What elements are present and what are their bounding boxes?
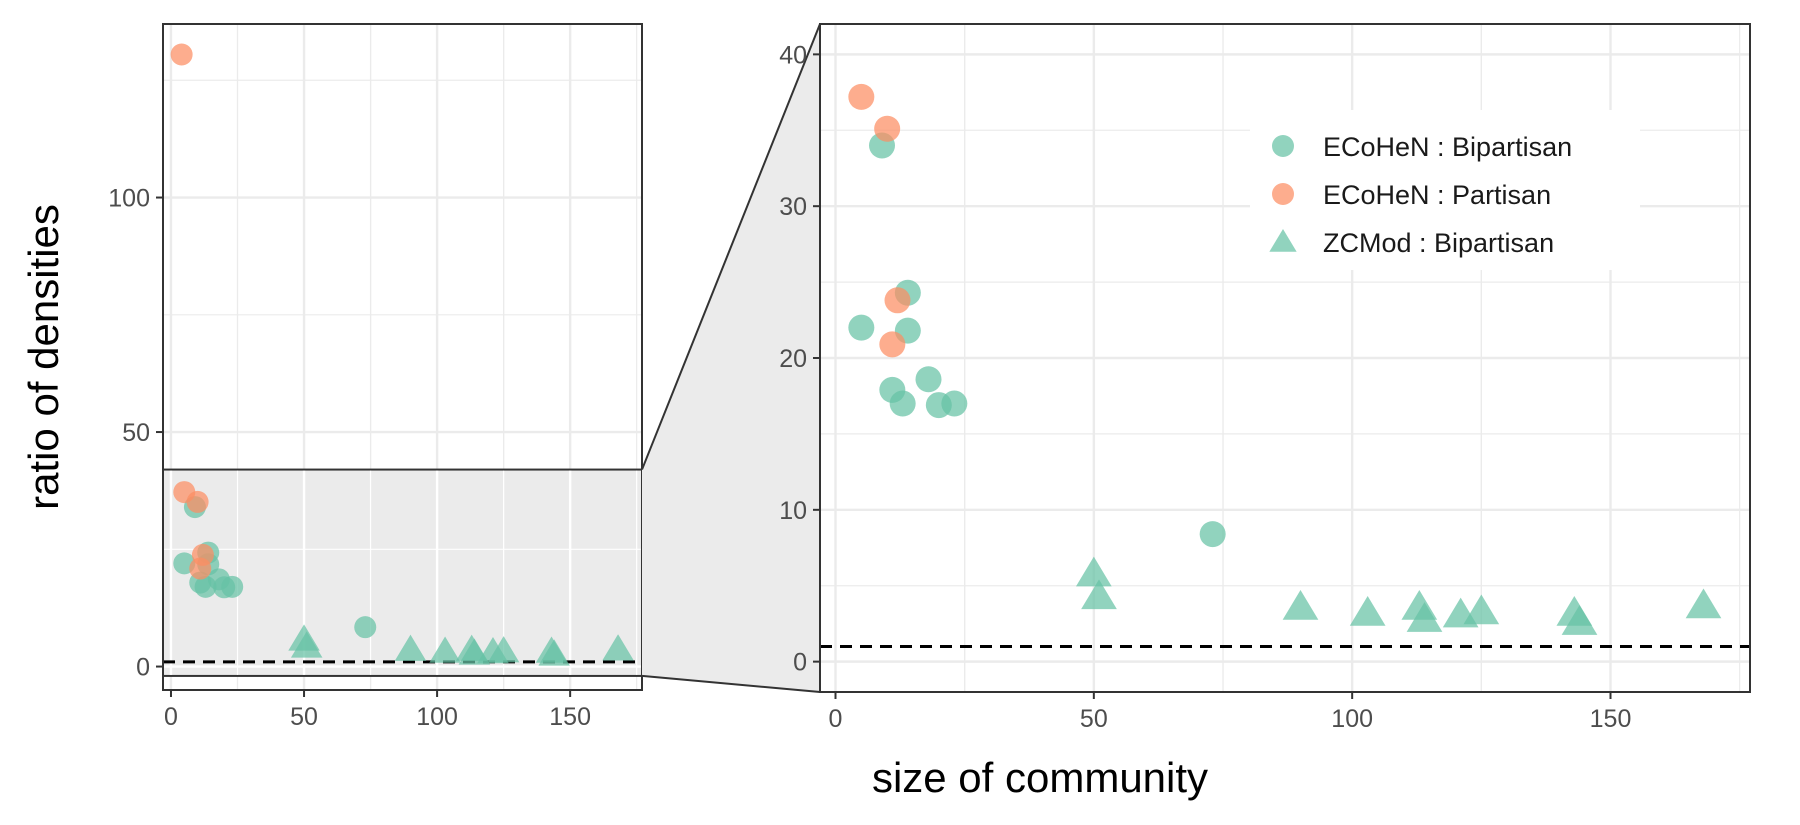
data-point-triangle [1282, 589, 1319, 620]
data-point-circle [884, 287, 911, 314]
data-point-circle [848, 314, 875, 341]
y-tick-label: 40 [779, 41, 807, 69]
data-point-triangle [290, 631, 323, 658]
data-point-circle [170, 43, 193, 66]
legend-label: ZCMod : Bipartisan [1323, 228, 1554, 258]
y-tick-label: 100 [108, 185, 150, 213]
data-point-circle [915, 366, 942, 393]
legend-key-circle [1272, 183, 1294, 205]
overview-x-axis: 0 50 100 150 [164, 690, 591, 731]
y-tick-label: 50 [122, 419, 150, 447]
x-tick-label: 0 [164, 703, 178, 731]
data-point-circle [186, 490, 209, 513]
y-tick-label: 0 [793, 649, 807, 677]
data-point-circle [941, 390, 968, 417]
data-point-circle [848, 83, 875, 110]
data-point-circle [879, 331, 906, 358]
y-tick-label: 10 [779, 497, 807, 525]
x-axis-title: size of community [872, 754, 1208, 801]
data-point-triangle [602, 634, 634, 661]
y-tick-label: 20 [779, 345, 807, 373]
zoom-connector [642, 24, 820, 692]
data-point-circle [189, 557, 212, 580]
data-point-triangle [538, 639, 570, 666]
zoom-points [848, 83, 1722, 635]
overview-points [170, 43, 634, 666]
data-point-triangle [1349, 596, 1386, 626]
data-point-circle [194, 575, 217, 598]
overview-y-axis: 0 50 100 [108, 185, 163, 682]
data-point-triangle [1463, 594, 1500, 625]
data-point-triangle [429, 636, 461, 663]
data-point-triangle [487, 636, 520, 663]
overview-zoom-region [162, 468, 643, 677]
y-axis-title: ratio of densities [20, 204, 67, 510]
data-point-circle [874, 115, 901, 142]
data-point-circle [889, 390, 916, 417]
y-tick-label: 0 [136, 654, 150, 682]
data-point-triangle [1075, 556, 1112, 587]
data-point-triangle [1081, 579, 1117, 610]
data-point-circle [1199, 521, 1226, 548]
data-point-circle [221, 575, 244, 598]
data-point-triangle [1561, 605, 1598, 635]
x-tick-label: 100 [416, 703, 458, 731]
data-point-circle [354, 616, 377, 639]
overview-zoom-grid [163, 470, 642, 675]
legend-key-triangle [1269, 229, 1297, 252]
overview-panel-border [162, 23, 643, 691]
legend-label: ECoHeN : Bipartisan [1323, 132, 1572, 162]
data-point-triangle [1406, 602, 1443, 632]
zoom-connector-top-edge [641, 23, 821, 470]
data-point-triangle [1685, 588, 1722, 619]
legend-label: ECoHeN : Partisan [1323, 180, 1551, 210]
zoom-x-axis: 0 50 100 150 [829, 692, 1632, 733]
x-tick-label: 150 [549, 703, 591, 731]
legend-key-circle [1272, 135, 1294, 157]
y-tick-label: 30 [779, 193, 807, 221]
legend-background [1250, 110, 1640, 270]
x-tick-label: 50 [1080, 705, 1108, 733]
x-tick-label: 100 [1331, 705, 1373, 733]
x-tick-label: 150 [1590, 705, 1632, 733]
x-tick-label: 0 [829, 705, 843, 733]
zoom-connector-bottom-edge [641, 674, 821, 693]
zoom-y-axis: 0 10 20 30 40 [779, 41, 820, 677]
overview-panel: 0 50 100 150 0 50 100 [108, 23, 643, 731]
x-tick-label: 50 [290, 703, 318, 731]
data-point-triangle [394, 634, 427, 661]
legend: ECoHeN : Bipartisan ECoHeN : Partisan ZCMo… [1250, 110, 1640, 270]
